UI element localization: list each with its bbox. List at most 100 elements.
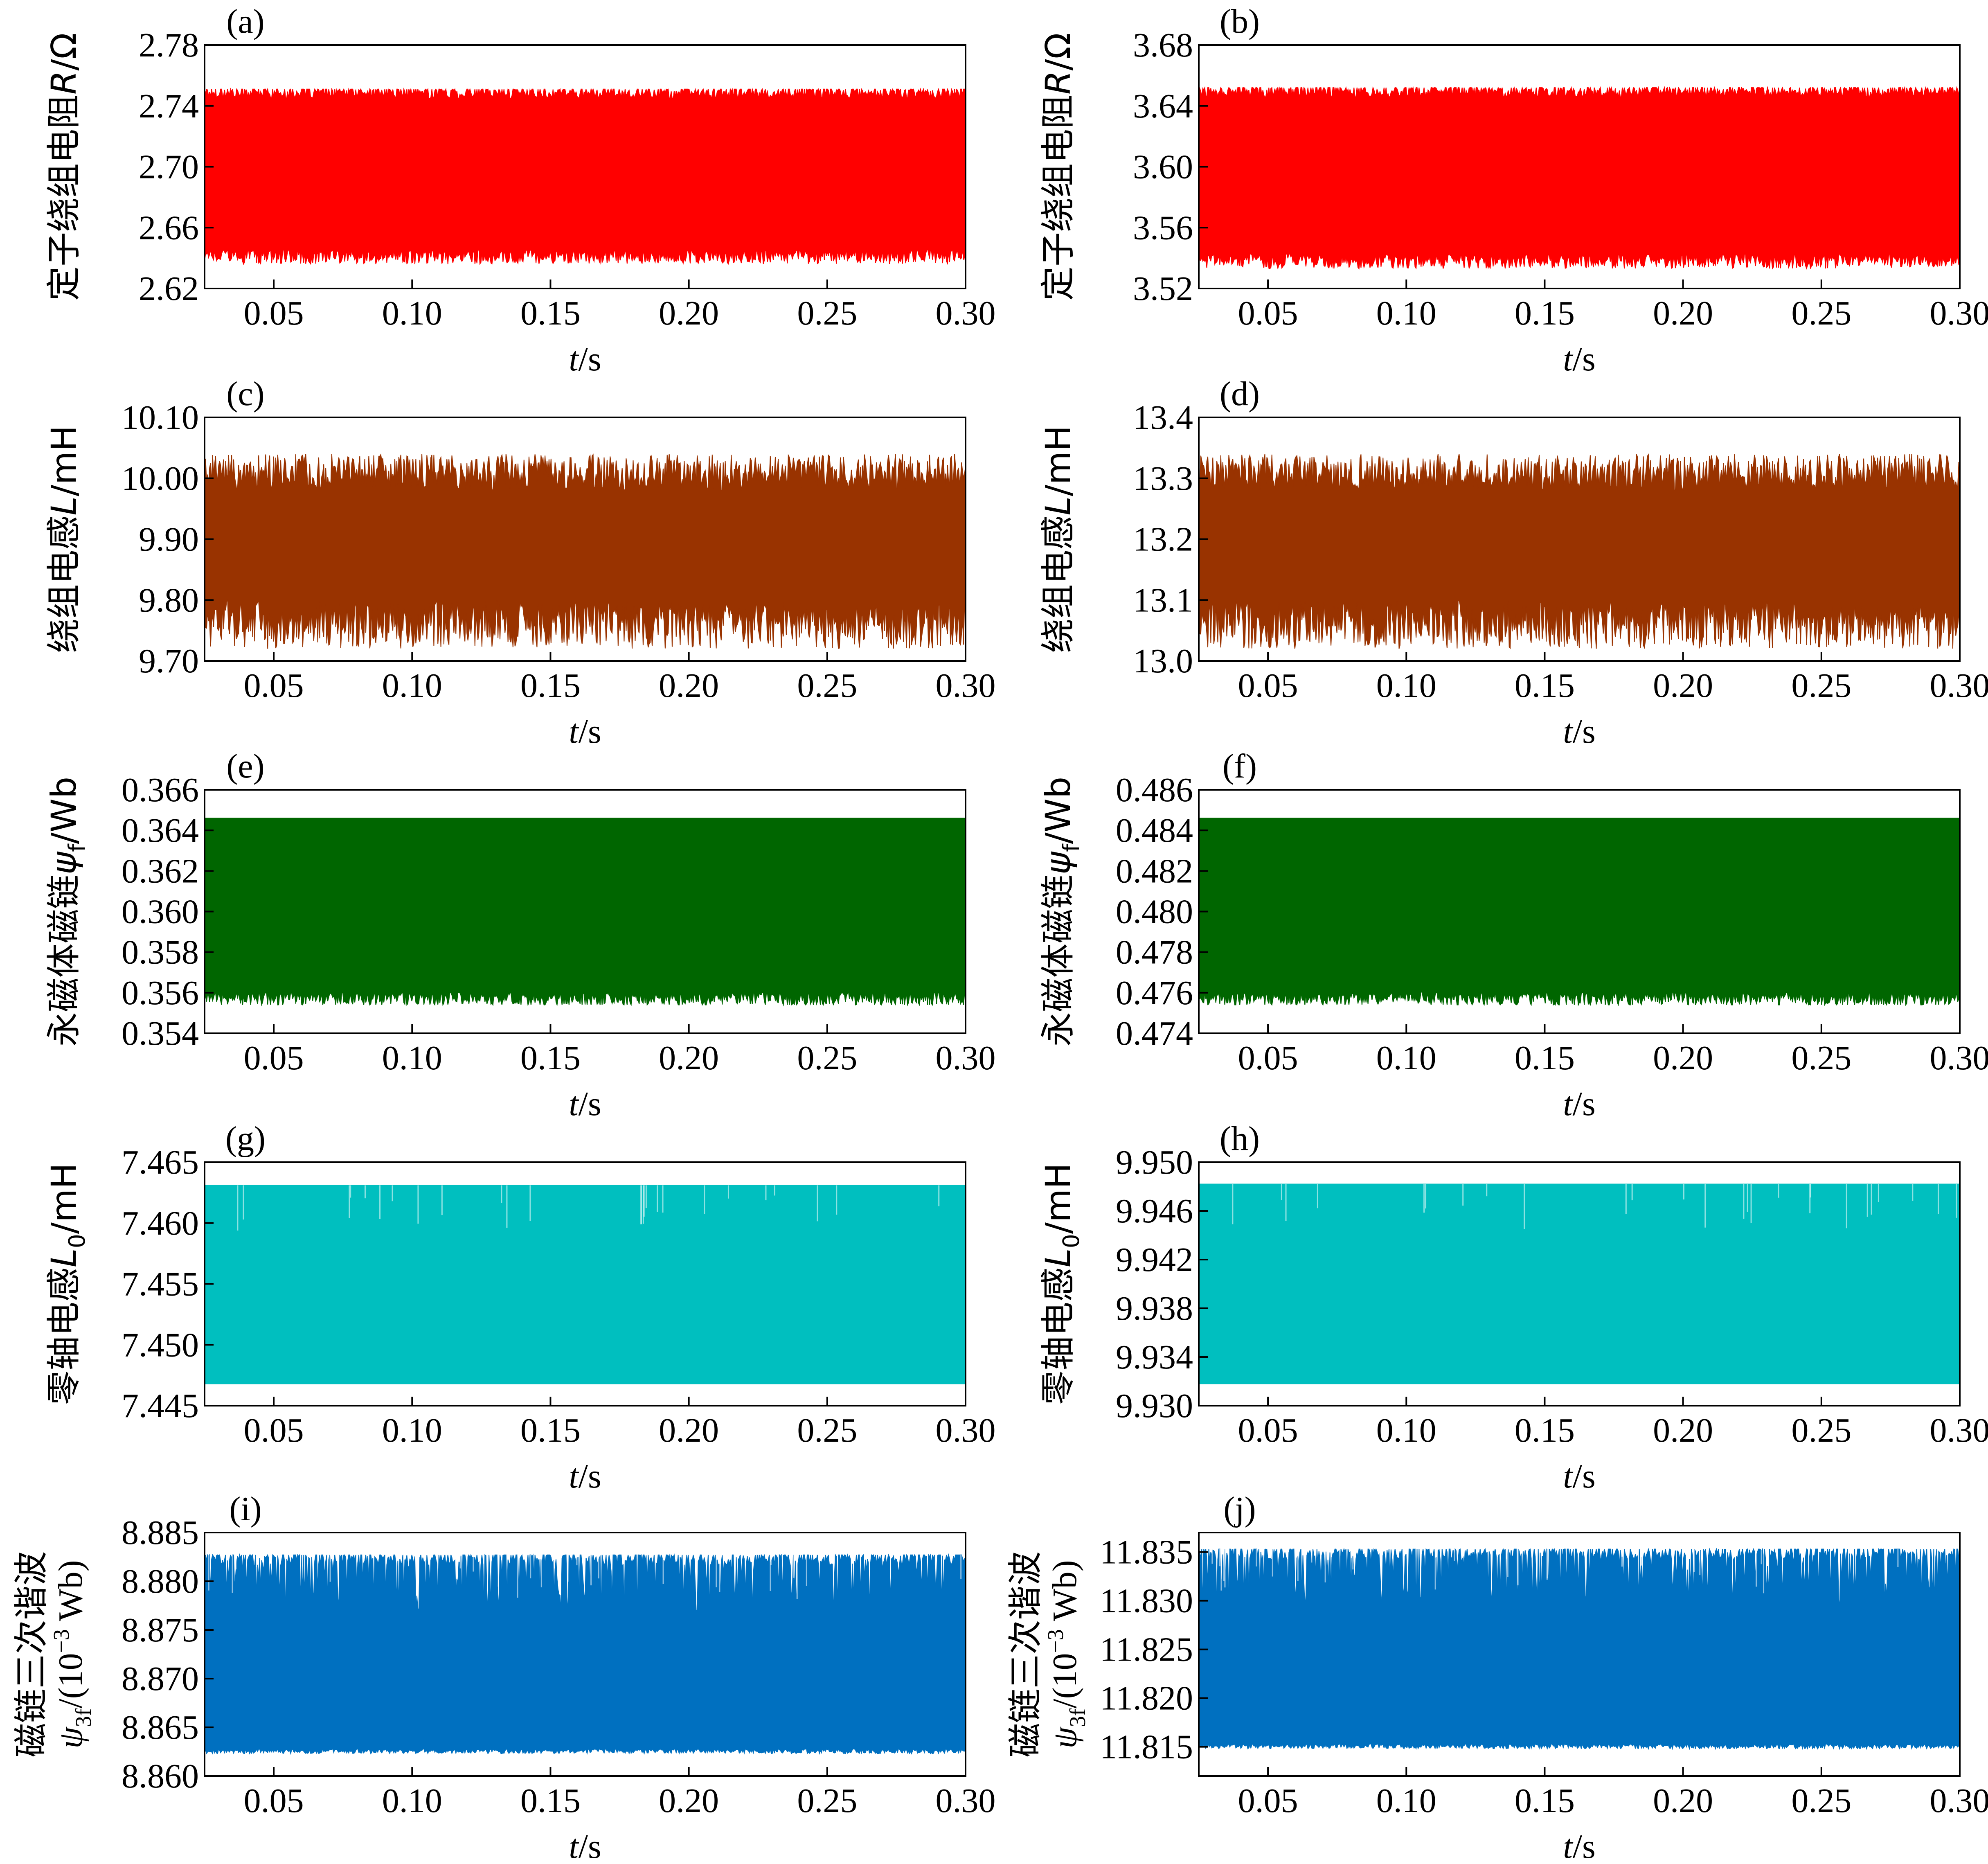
y-tick-label: 0.366 (122, 771, 199, 809)
x-tick-label: 0.25 (797, 294, 857, 332)
label-part: 零轴电感 (1038, 1267, 1078, 1405)
series-waveform (1199, 818, 1960, 1007)
x-tick-label: 0.10 (382, 1039, 442, 1077)
x-tick-label: 0.15 (520, 1782, 581, 1820)
y-tick-label: 11.830 (1100, 1582, 1193, 1620)
panel-label: (g) (225, 1120, 266, 1158)
label-part: 定子绕组电阻 (1038, 95, 1078, 301)
x-tick-label: 0.20 (659, 294, 719, 332)
x-tick-label: 0.20 (659, 1039, 719, 1077)
y-axis-label: 零轴电感L0/mH (1038, 1163, 1084, 1405)
chart-panel-h: 9.930 9.934 9.938 9.942 9.946 9.950 0.05 0.10 0.… (1038, 1120, 1988, 1495)
y-axis-label: ψ3f/(10−3 Wb) (1043, 1560, 1090, 1749)
panel-label: (f) (1223, 747, 1257, 785)
y-axis-label: 定子绕组电阻R/Ω (44, 33, 84, 301)
y-tick-label: 2.62 (139, 270, 199, 308)
y-tick-label: 0.360 (122, 893, 199, 931)
label-part: /mH (1038, 425, 1078, 496)
y-tick-label: 2.70 (139, 148, 199, 186)
x-tick-label: 0.15 (520, 294, 581, 332)
panel-label: (d) (1220, 375, 1260, 413)
y-tick-label: 8.880 (122, 1562, 199, 1600)
panel-label: (a) (226, 2, 264, 41)
x-axis-label: t/s (569, 340, 601, 378)
x-tick-label: 0.15 (520, 1411, 581, 1449)
chart-panel-g: 7.445 7.450 7.455 7.460 7.465 0.05 0.10 0.15 0.2… (44, 1120, 996, 1495)
x-tick-label: 0.30 (936, 1039, 996, 1077)
x-tick-label: 0.05 (244, 1782, 304, 1820)
label-part: t (569, 340, 579, 378)
x-tick-label: 0.30 (1930, 1411, 1988, 1449)
x-tick-label: 0.15 (520, 667, 581, 705)
series-waveform (205, 1553, 966, 1755)
label-part: 永磁体磁链 (1038, 875, 1078, 1046)
x-tick-label: 0.25 (797, 667, 857, 705)
x-tick-label: 0.20 (659, 1411, 719, 1449)
label-part: L (1038, 496, 1078, 516)
label-part: t (1563, 1085, 1574, 1123)
y-tick-label: 11.815 (1100, 1728, 1193, 1766)
x-tick-label: 0.25 (797, 1782, 857, 1820)
y-tick-label: 9.90 (139, 521, 199, 559)
label-part: /s (1573, 1085, 1596, 1123)
series-waveform (205, 1185, 966, 1384)
panel-label: (b) (1220, 2, 1260, 41)
label-part: 永磁体磁链 (44, 875, 84, 1046)
y-axis-label: ψ3f/(10−3 Wb) (49, 1560, 96, 1749)
panel-label: (h) (1220, 1120, 1260, 1158)
label-part: ψ (1038, 851, 1078, 875)
label-part: /Ω (1038, 33, 1078, 71)
label-part: R (1038, 71, 1078, 95)
series-waveform (205, 818, 966, 1007)
label-part: ψ (44, 851, 84, 875)
label-part: /mH (1038, 1163, 1078, 1234)
x-tick-label: 0.20 (659, 1782, 719, 1820)
panel-label: (j) (1223, 1490, 1256, 1528)
label-part: /s (579, 1828, 601, 1864)
panel-label: (i) (229, 1490, 261, 1528)
x-tick-label: 0.10 (1376, 294, 1436, 332)
y-tick-label: 3.64 (1133, 87, 1193, 125)
y-axis-label: 零轴电感L0/mH (44, 1163, 90, 1405)
y-tick-label: 9.80 (139, 581, 199, 619)
y-tick-label: 3.56 (1133, 209, 1193, 247)
y-tick-label: 13.2 (1133, 521, 1193, 559)
y-tick-label: 0.486 (1116, 771, 1193, 809)
y-tick-label: 3.52 (1133, 270, 1193, 308)
x-tick-label: 0.10 (382, 667, 442, 705)
x-axis-label: t/s (569, 1457, 601, 1495)
y-tick-label: 13.4 (1133, 399, 1193, 437)
y-tick-label: 7.460 (122, 1204, 199, 1242)
label-part: /s (1573, 1457, 1596, 1495)
y-axis-label: 永磁体磁链ψf/Wb (1038, 777, 1084, 1047)
x-tick-label: 0.20 (1653, 1782, 1713, 1820)
x-tick-label: 0.30 (936, 667, 996, 705)
label-part: /s (1573, 712, 1596, 751)
label-part: /Wb (44, 777, 84, 844)
series-waveform (1199, 453, 1960, 649)
y-tick-label: 8.865 (122, 1708, 199, 1747)
y-axis-label: 绕组电感L/mH (1038, 425, 1078, 653)
chart-panel-a: 2.62 2.66 2.70 2.74 2.78 0.05 0.10 0.15 0.20 0.25… (44, 2, 996, 378)
x-tick-label: 0.10 (1376, 667, 1436, 705)
y-tick-label: 0.356 (122, 974, 199, 1012)
x-tick-label: 0.25 (1791, 1782, 1851, 1820)
y-tick-label: 8.860 (122, 1757, 199, 1795)
x-tick-label: 0.30 (936, 1782, 996, 1820)
x-tick-label: 0.30 (1930, 1782, 1988, 1820)
label-part: 绕组电感 (1038, 516, 1078, 653)
y-tick-label: 3.68 (1133, 26, 1193, 64)
y-tick-label: 11.835 (1100, 1533, 1193, 1571)
label-part: 3f (71, 1708, 96, 1727)
series-waveform (205, 453, 966, 649)
y-tick-label: 9.946 (1116, 1192, 1193, 1230)
x-axis-label: t/s (1563, 1085, 1595, 1123)
x-tick-label: 0.25 (797, 1411, 857, 1449)
x-tick-label: 0.05 (1238, 667, 1298, 705)
series-waveform (1199, 1183, 1960, 1384)
y-tick-label: 8.875 (122, 1611, 199, 1649)
label-part: t (1563, 1457, 1574, 1495)
